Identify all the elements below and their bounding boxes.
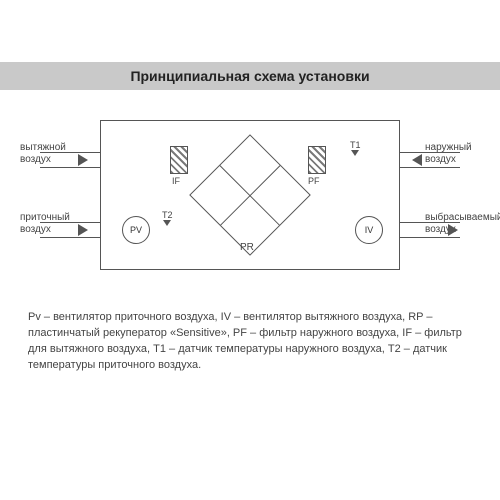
fan-pv: PV xyxy=(122,216,150,244)
arrow-supply-in xyxy=(78,224,88,236)
arrow-ejected-out xyxy=(448,224,458,236)
label-iv: IV xyxy=(365,225,374,235)
label-pv: PV xyxy=(130,225,142,235)
arrow-outdoor-in xyxy=(412,154,422,166)
label-t1: T1 xyxy=(350,140,361,150)
sensor-t2: T2 xyxy=(162,210,173,226)
schematic-diagram: вытяжнойвоздух приточныйвоздух наружныйв… xyxy=(0,110,500,290)
label-outdoor-air: наружныйвоздух xyxy=(425,142,495,165)
sensor-t1: T1 xyxy=(350,140,361,156)
label-if: IF xyxy=(172,176,180,186)
fan-iv: IV xyxy=(355,216,383,244)
page-title: Принципиальная схема установки xyxy=(130,68,369,84)
label-ejected-air: выбрасываемыйвоздух xyxy=(425,212,495,235)
label-pr: PR xyxy=(240,242,254,253)
arrow-exhaust-in xyxy=(78,154,88,166)
triangle-icon xyxy=(351,150,359,156)
label-pf: PF xyxy=(308,176,320,186)
label-t2: T2 xyxy=(162,210,173,220)
triangle-icon xyxy=(163,220,171,226)
filter-pf xyxy=(308,146,326,174)
title-bar: Принципиальная схема установки xyxy=(0,62,500,90)
legend-text: Pv – вентилятор приточного воздуха, IV –… xyxy=(28,310,472,374)
filter-if xyxy=(170,146,188,174)
